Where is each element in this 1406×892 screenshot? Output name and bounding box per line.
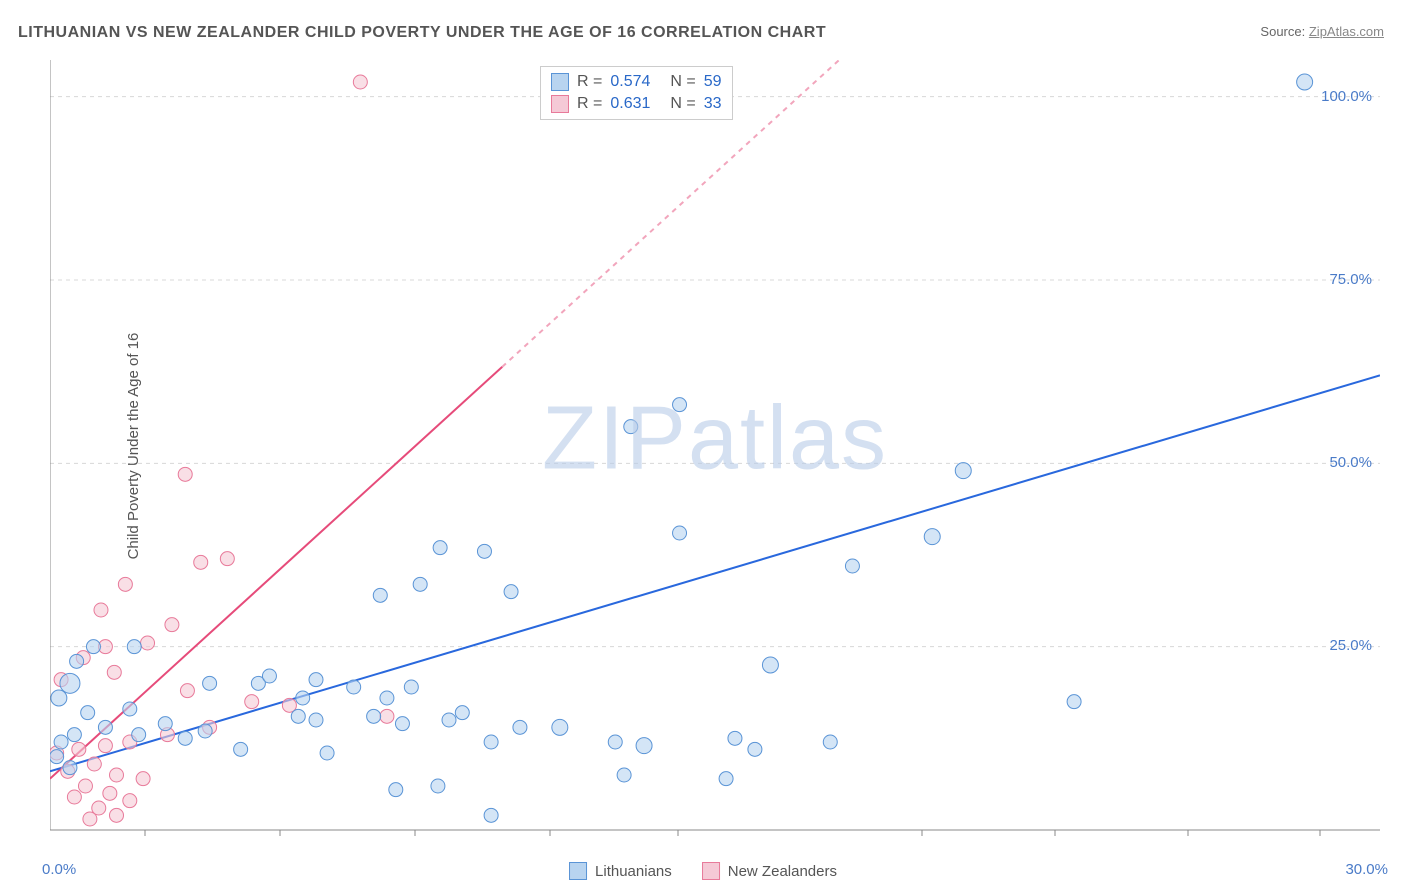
legend-item-newzealanders: New Zealanders — [702, 862, 837, 880]
legend-label-1: Lithuanians — [595, 863, 672, 880]
r-value-2: 0.631 — [610, 95, 650, 113]
swatch-blue-icon — [551, 73, 569, 91]
x-tick-30: 30.0% — [1345, 861, 1388, 878]
y-tick-50: 50.0% — [1329, 454, 1372, 471]
r-label: R = — [577, 95, 602, 113]
y-tick-75: 75.0% — [1329, 271, 1372, 288]
chart-title: LITHUANIAN VS NEW ZEALANDER CHILD POVERT… — [18, 24, 826, 42]
source-label: Source: — [1260, 24, 1305, 39]
swatch-pink-icon — [551, 95, 569, 113]
chart-plot-area: ZIPatlas 100.0% 75.0% 50.0% 25.0% — [50, 60, 1380, 850]
legend-label-2: New Zealanders — [728, 863, 837, 880]
swatch-pink-icon — [702, 862, 720, 880]
correlation-stats-box: R = 0.574 N = 59 R = 0.631 N = 33 — [540, 66, 733, 120]
chart-svg — [50, 60, 1380, 850]
r-value-1: 0.574 — [610, 73, 650, 91]
n-value-2: 33 — [704, 95, 722, 113]
bottom-legend: Lithuanians New Zealanders — [569, 862, 837, 880]
y-tick-100: 100.0% — [1321, 88, 1372, 105]
stats-row-1: R = 0.574 N = 59 — [551, 71, 722, 93]
n-value-1: 59 — [704, 73, 722, 91]
n-label: N = — [670, 73, 695, 91]
r-label: R = — [577, 73, 602, 91]
swatch-blue-icon — [569, 862, 587, 880]
y-tick-25: 25.0% — [1329, 637, 1372, 654]
legend-item-lithuanians: Lithuanians — [569, 862, 672, 880]
x-tick-0: 0.0% — [42, 861, 76, 878]
source-link[interactable]: ZipAtlas.com — [1309, 24, 1384, 39]
source-attribution: Source: ZipAtlas.com — [1260, 24, 1384, 39]
n-label: N = — [670, 95, 695, 113]
stats-row-2: R = 0.631 N = 33 — [551, 93, 722, 115]
